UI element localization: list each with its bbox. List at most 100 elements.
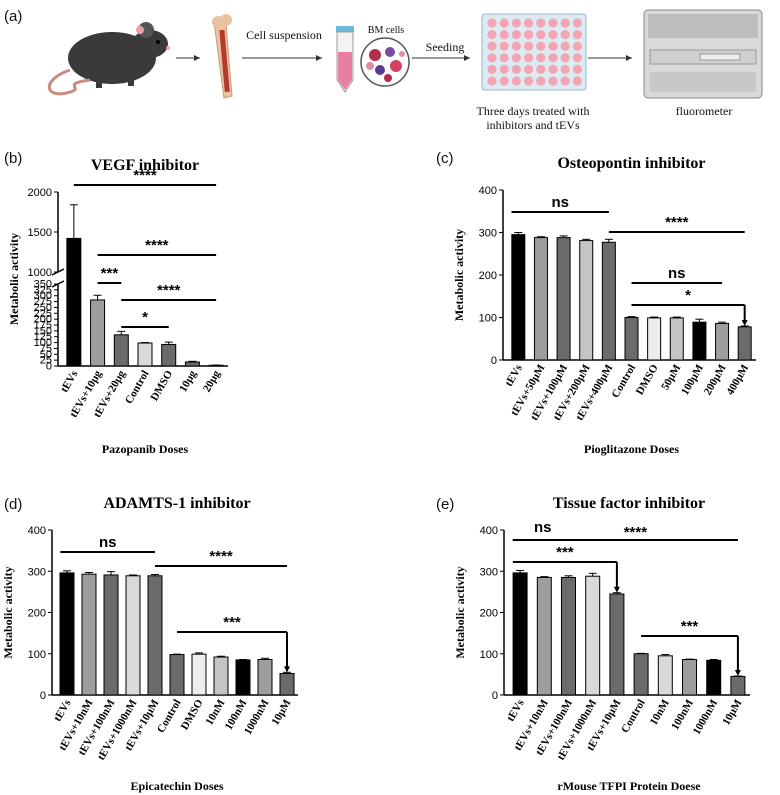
plate-well <box>499 64 509 74</box>
chart-title: VEGF inhibitor <box>91 157 199 174</box>
y-tick-label: 350 <box>34 279 52 291</box>
significance-label: **** <box>145 237 169 254</box>
significance-label: * <box>685 287 691 304</box>
significance-label: **** <box>665 214 689 231</box>
y-tick-label: 225 <box>34 308 52 320</box>
plate-well <box>487 18 497 28</box>
plate-well <box>572 29 583 40</box>
x-axis-label: Pazopanib Doses <box>102 442 189 456</box>
bar-1 <box>536 576 552 696</box>
y-tick-label: 400 <box>28 525 46 537</box>
y-tick-label: 100 <box>480 649 498 661</box>
plate-well <box>548 29 558 40</box>
plate-well <box>536 76 546 86</box>
plate-well <box>524 41 534 51</box>
y-tick-label: 125 <box>34 331 52 343</box>
y-tick-label: 400 <box>480 525 498 537</box>
y-tick-label: 200 <box>479 270 497 282</box>
plate-well <box>499 76 509 86</box>
y-tick-label: 1500 <box>28 227 52 239</box>
significance-label: ns <box>534 519 552 536</box>
fluorometer-label: fluorometer <box>675 104 733 118</box>
y-tick-label: 325 <box>34 284 52 296</box>
significance-label: *** <box>101 265 119 282</box>
y-tick-label: 275 <box>34 296 52 308</box>
significance-label: ns <box>551 194 569 211</box>
y-tick-label: 100 <box>479 313 497 325</box>
panel-label-e: (e) <box>436 496 455 513</box>
plate-well <box>572 76 583 86</box>
plate-well <box>548 64 558 74</box>
plate-well <box>499 41 509 51</box>
plate-well <box>548 76 558 86</box>
x-axis-label: Epicatechin Doses <box>131 779 224 793</box>
plate-well <box>499 18 509 28</box>
y-tick-label: 100 <box>34 337 52 349</box>
significance-label: **** <box>209 548 233 565</box>
bm-cells-label: BM cells <box>367 25 405 36</box>
y-tick-label: 200 <box>28 608 46 620</box>
chart-title: ADAMTS-1 inhibitor <box>103 495 250 512</box>
cells-icon <box>360 37 410 87</box>
plate-well <box>548 18 558 28</box>
significance-label: **** <box>133 167 157 184</box>
panel-label-a: (a) <box>4 8 23 25</box>
plate-well <box>487 53 497 63</box>
significance-label: ns <box>99 534 117 551</box>
plate-well <box>487 64 497 74</box>
well-plate-icon <box>481 13 587 91</box>
category-label: 10μM <box>720 697 745 727</box>
plate-well <box>548 53 558 63</box>
plate-well <box>511 18 521 28</box>
y-tick-label: 200 <box>480 608 498 620</box>
panel-label-d: (d) <box>4 496 23 513</box>
plate-well <box>524 29 534 40</box>
plate-well <box>560 53 570 63</box>
y-tick-label: 175 <box>34 320 52 332</box>
y-tick-label: 0 <box>491 355 497 367</box>
significance-label: * <box>142 309 148 326</box>
bar-7 <box>682 659 697 696</box>
bone-icon <box>212 14 233 99</box>
category-label: 10nM <box>648 697 672 727</box>
plate-well <box>511 53 521 63</box>
significance-label: *** <box>556 544 574 561</box>
significance-label: **** <box>157 282 181 299</box>
significance-label: ns <box>668 265 686 282</box>
bar-0 <box>512 572 528 696</box>
treated-label-2: inhibitors and tEVs <box>486 118 580 132</box>
plate-well <box>487 76 497 86</box>
mouse-icon <box>47 22 170 96</box>
bar-4 <box>609 593 625 696</box>
plate-well <box>560 18 570 28</box>
plate-well <box>536 18 546 28</box>
plate-well <box>548 41 558 51</box>
y-tick-label: 0 <box>40 690 46 702</box>
plate-well <box>487 41 497 51</box>
panel-label-b: (b) <box>4 150 23 167</box>
plate-well <box>572 41 583 51</box>
significance-arrow <box>741 320 748 326</box>
y-tick-label: 300 <box>480 566 498 578</box>
y-tick-label: 300 <box>28 566 46 578</box>
y-tick-label: 25 <box>40 355 52 367</box>
bar-3 <box>585 575 601 696</box>
y-axis-label: Metabolic activity <box>453 566 467 658</box>
seeding-label: Seeding <box>425 40 465 54</box>
y-tick-label: 0 <box>46 361 52 373</box>
significance-label: *** <box>223 614 241 631</box>
plate-well <box>499 53 509 63</box>
category-label: tEVs <box>505 697 527 724</box>
plate-well <box>536 41 546 51</box>
y-tick-label: 200 <box>34 314 52 326</box>
plate-well <box>572 64 583 74</box>
bar-9 <box>730 675 746 696</box>
y-tick-label: 100 <box>28 649 46 661</box>
plate-well <box>560 64 570 74</box>
significance-arrow <box>734 670 741 677</box>
plate-well <box>511 29 521 40</box>
plate-well <box>511 76 521 86</box>
